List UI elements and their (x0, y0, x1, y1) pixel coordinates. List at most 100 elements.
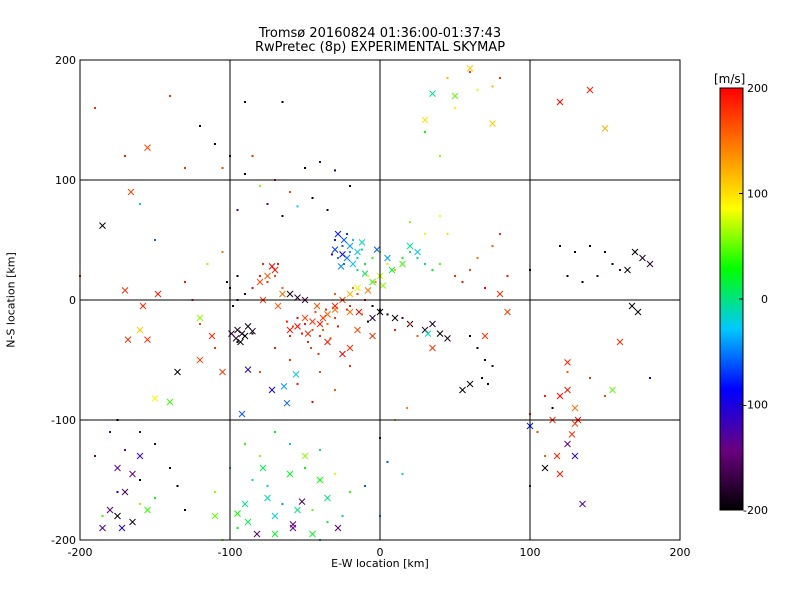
dot-marker (307, 341, 309, 343)
x-marker (114, 464, 121, 472)
x-marker-stroke (444, 335, 451, 342)
x-marker-stroke (568, 431, 576, 438)
dot-marker (139, 479, 141, 481)
x-marker (564, 386, 571, 394)
dot-marker (109, 431, 111, 433)
x-marker-stroke (429, 344, 436, 352)
x-marker (166, 398, 174, 406)
x-marker (154, 290, 162, 298)
x-marker-stroke (331, 246, 339, 253)
x-marker (313, 302, 321, 310)
x-marker-stroke (139, 302, 147, 310)
x-marker-stroke (541, 464, 549, 472)
x-marker-stroke (579, 500, 586, 508)
x-marker-stroke (271, 266, 279, 274)
dot-marker (544, 455, 546, 457)
x-marker-stroke (609, 386, 616, 394)
x-marker-stroke (280, 383, 288, 390)
x-marker (579, 500, 586, 508)
x-marker-stroke (481, 332, 489, 340)
colorbar-tick-label: 0 (761, 293, 768, 306)
dot-marker (244, 443, 246, 445)
x-marker-stroke (339, 251, 346, 258)
dot-marker (319, 161, 321, 163)
x-marker-stroke (316, 320, 324, 328)
x-marker-stroke (301, 314, 309, 322)
dot-marker (311, 197, 314, 199)
x-marker (331, 246, 339, 253)
x-marker (339, 251, 346, 258)
x-marker-stroke (616, 338, 624, 346)
x-marker (414, 248, 421, 256)
x-marker (346, 290, 354, 298)
x-marker (121, 287, 129, 294)
dot-marker (424, 233, 426, 235)
x-marker (301, 452, 309, 460)
dot-marker (139, 431, 141, 433)
dot-marker (251, 332, 254, 335)
dot-marker (409, 221, 411, 223)
x-marker (196, 356, 204, 364)
dot-marker (487, 383, 489, 385)
x-marker-stroke (624, 266, 631, 274)
x-marker (144, 336, 151, 343)
x-marker (369, 332, 376, 340)
x-marker-stroke (355, 308, 363, 316)
x-marker (280, 383, 288, 390)
x-marker (421, 116, 429, 124)
dot-marker (334, 239, 336, 241)
dot-marker (337, 325, 339, 328)
x-marker-stroke (556, 98, 564, 106)
dot-marker (566, 275, 569, 277)
x-marker (388, 266, 396, 274)
x-marker (343, 254, 351, 262)
dot-marker (116, 491, 119, 493)
x-marker-stroke (354, 284, 361, 292)
dot-marker (206, 263, 209, 265)
dot-marker (401, 473, 404, 475)
dot-marker (337, 257, 339, 259)
x-marker-stroke (429, 320, 436, 328)
x-marker (274, 302, 282, 310)
x-marker (289, 521, 297, 528)
x-marker (271, 512, 279, 520)
x-marker-stroke (283, 399, 291, 407)
dot-marker (469, 335, 471, 337)
dot-marker (322, 329, 324, 331)
dot-marker (221, 251, 224, 253)
dot-marker (214, 347, 216, 349)
dot-marker (101, 515, 104, 517)
x-marker-stroke (136, 326, 144, 334)
dot-marker (251, 479, 254, 481)
dot-marker (94, 107, 96, 109)
x-marker-stroke (421, 326, 429, 334)
x-marker (459, 386, 466, 394)
x-marker (541, 464, 549, 472)
x-marker-stroke (268, 263, 276, 270)
x-marker-stroke (391, 314, 399, 322)
x-marker (238, 410, 246, 418)
dot-marker (311, 329, 314, 331)
x-marker (609, 386, 616, 394)
dot-marker (184, 281, 186, 283)
colorbar-tick-label: 200 (747, 82, 768, 95)
x-marker (436, 330, 444, 337)
x-marker (304, 330, 312, 337)
x-tick-label: 0 (377, 546, 384, 559)
x-marker-stroke (136, 452, 144, 460)
x-marker-stroke (364, 287, 372, 294)
y-tick-label: 0 (69, 294, 76, 307)
dot-marker (281, 215, 284, 217)
x-marker-stroke (208, 332, 216, 340)
x-marker (244, 366, 252, 373)
x-marker-stroke (424, 330, 432, 337)
x-marker-stroke (388, 266, 396, 274)
dot-marker (341, 245, 344, 247)
dot-marker (274, 347, 276, 349)
x-marker (264, 272, 271, 280)
dot-marker (394, 329, 396, 331)
dot-marker (401, 257, 404, 259)
x-marker-stroke (504, 308, 511, 316)
x-marker (571, 452, 579, 460)
x-marker (298, 498, 306, 505)
